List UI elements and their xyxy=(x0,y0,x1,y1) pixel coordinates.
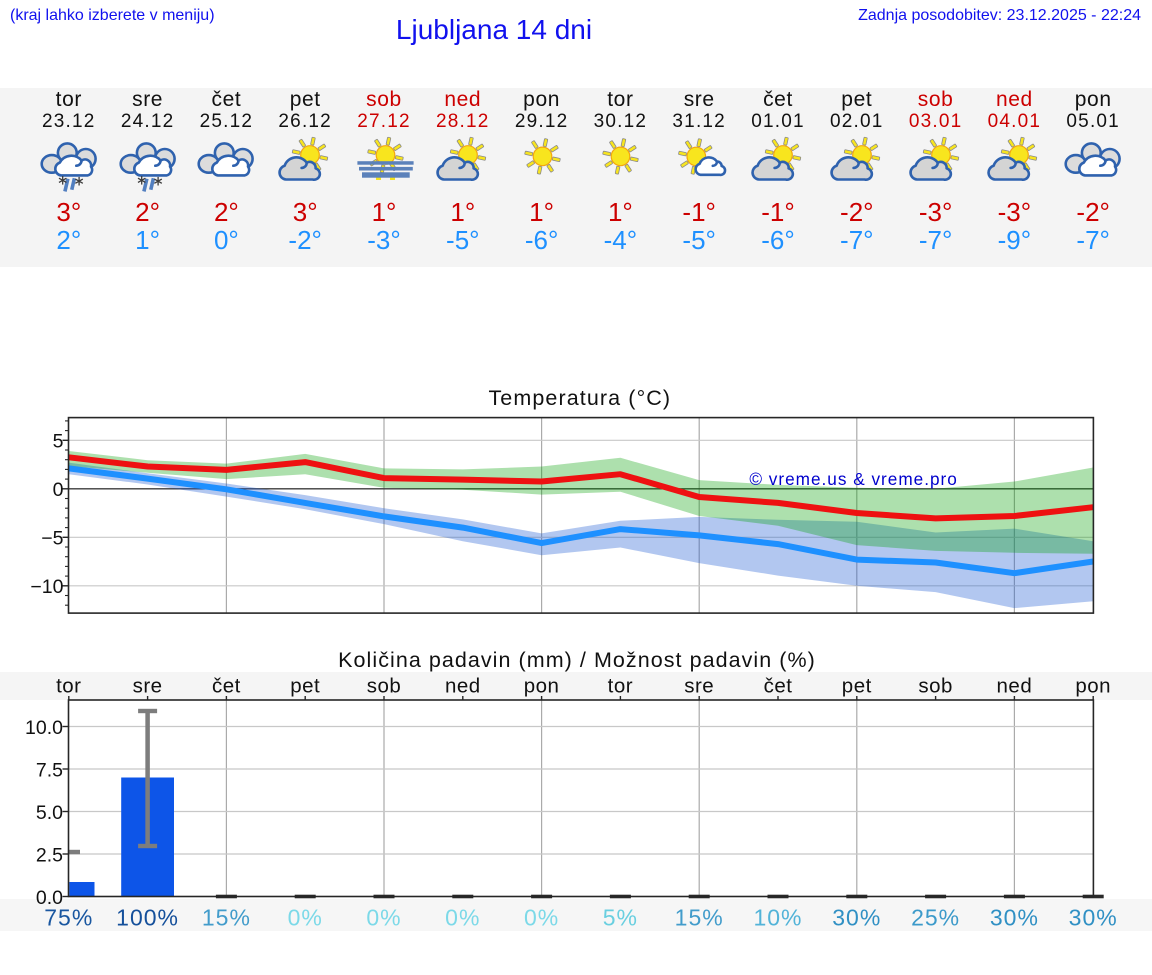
svg-text:15%: 15% xyxy=(202,905,251,931)
svg-text:0%: 0% xyxy=(366,905,401,931)
svg-text:30%: 30% xyxy=(990,905,1039,931)
svg-text:čet: čet xyxy=(212,675,241,698)
svg-text:© vreme.us & vreme.pro: © vreme.us & vreme.pro xyxy=(749,469,958,489)
svg-text:pet: pet xyxy=(842,675,872,698)
svg-text:pet: pet xyxy=(290,675,320,698)
svg-text:5.0: 5.0 xyxy=(36,802,63,824)
svg-text:10%: 10% xyxy=(753,905,802,931)
svg-text:10.0: 10.0 xyxy=(25,717,63,739)
svg-text:100%: 100% xyxy=(116,905,179,931)
svg-text:tor: tor xyxy=(608,675,633,698)
svg-text:čet: čet xyxy=(764,675,793,698)
svg-text:sre: sre xyxy=(133,675,163,698)
svg-text:25%: 25% xyxy=(911,905,960,931)
svg-text:75%: 75% xyxy=(44,905,93,931)
svg-text:7.5: 7.5 xyxy=(36,759,63,781)
svg-text:30%: 30% xyxy=(832,905,881,931)
svg-text:sob: sob xyxy=(367,675,402,698)
svg-text:0%: 0% xyxy=(524,905,559,931)
svg-text:pon: pon xyxy=(1075,675,1111,698)
svg-text:0: 0 xyxy=(53,479,64,501)
svg-text:−5: −5 xyxy=(41,527,63,549)
svg-text:tor: tor xyxy=(56,675,81,698)
svg-text:sob: sob xyxy=(918,675,953,698)
svg-text:2.5: 2.5 xyxy=(36,844,63,866)
svg-text:15%: 15% xyxy=(675,905,724,931)
svg-text:pon: pon xyxy=(524,675,560,698)
svg-text:ned: ned xyxy=(997,675,1033,698)
svg-text:0%: 0% xyxy=(445,905,480,931)
svg-text:0.0: 0.0 xyxy=(36,887,63,909)
svg-text:sre: sre xyxy=(684,675,714,698)
svg-text:0%: 0% xyxy=(288,905,323,931)
svg-text:Količina padavin (mm) / Možnos: Količina padavin (mm) / Možnost padavin … xyxy=(338,648,816,672)
svg-text:−10: −10 xyxy=(30,576,63,598)
svg-text:ned: ned xyxy=(445,675,481,698)
svg-text:30%: 30% xyxy=(1069,905,1118,931)
svg-text:Temperatura (°C): Temperatura (°C) xyxy=(488,386,671,410)
svg-text:5: 5 xyxy=(53,430,64,452)
svg-text:5%: 5% xyxy=(603,905,638,931)
